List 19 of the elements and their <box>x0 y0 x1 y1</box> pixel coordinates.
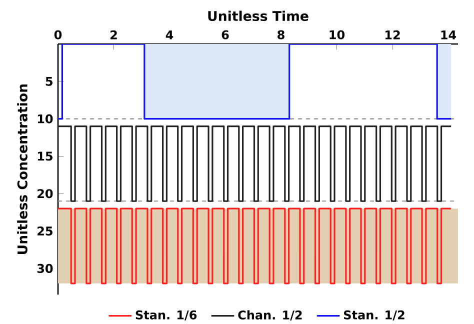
x-tick-label: 14 <box>441 30 456 40</box>
x-tick-label: 6 <box>222 30 229 40</box>
x-tick-label: 0 <box>54 30 62 40</box>
y-axis-title: Unitless Concentration <box>17 84 28 254</box>
x-axis-title: Unitless Time <box>208 10 308 22</box>
y-tick-label: 15 <box>38 152 52 161</box>
legend-label: Chan. 1/2 <box>238 310 302 320</box>
y-tick-label: 25 <box>38 226 52 236</box>
y-tick-label: 5 <box>46 76 52 86</box>
y-tick-label: 30 <box>37 264 53 273</box>
x-tick-label: 4 <box>166 30 174 40</box>
legend-label: Stan. 1/2 <box>344 310 404 320</box>
x-tick-label: 10 <box>330 30 345 40</box>
legend-label: Stan. 1/6 <box>136 310 197 320</box>
y-tick-label: 10 <box>38 114 53 124</box>
y-tick-label: 20 <box>38 189 53 198</box>
x-tick-label: 2 <box>110 30 117 40</box>
x-tick-label: 8 <box>278 30 284 40</box>
x-tick-label: 12 <box>386 30 400 40</box>
